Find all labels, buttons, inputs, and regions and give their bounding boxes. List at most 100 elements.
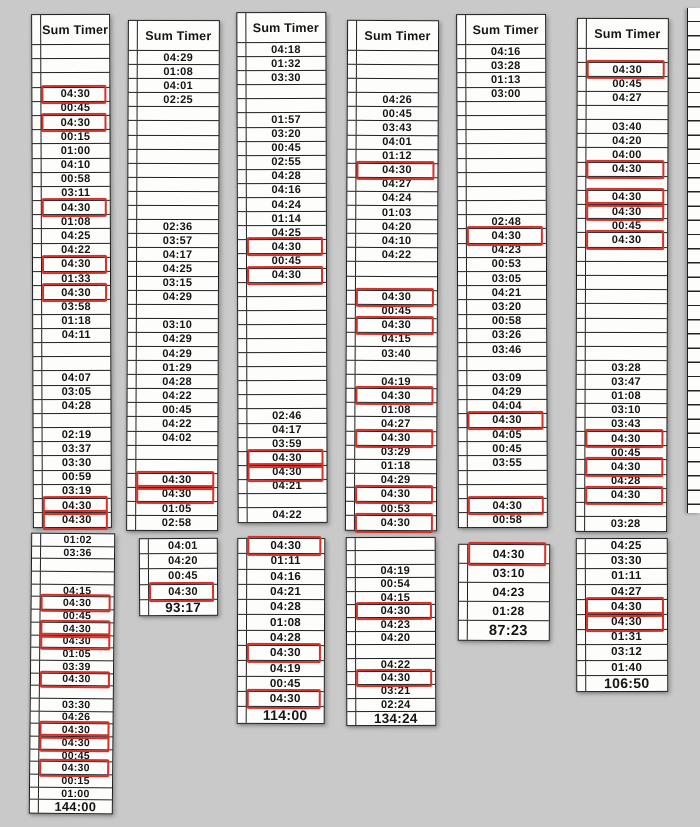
timer-row: 04:30 xyxy=(577,230,668,250)
timer-row: 04:23 xyxy=(346,618,435,632)
gutter-cell xyxy=(238,600,248,615)
timer-value: 04:22 xyxy=(272,509,302,522)
timer-row: 03:26 xyxy=(458,328,547,344)
timer-row: 00:15 xyxy=(32,129,110,145)
timer-row: 04:28 xyxy=(238,600,325,616)
timer-value: 01:05 xyxy=(161,502,192,515)
timer-value: 03:05 xyxy=(491,272,522,285)
gutter-cell xyxy=(576,446,586,460)
timer-value xyxy=(586,247,667,260)
timer-value xyxy=(137,192,218,205)
timer-value xyxy=(586,333,667,346)
gutter-cell xyxy=(347,219,357,234)
gutter-cell xyxy=(347,698,357,712)
gutter-cell xyxy=(238,324,248,339)
timer-value: 04:30 xyxy=(136,470,217,491)
timer-row: 04:19 xyxy=(346,564,435,579)
timer-value: 04:15 xyxy=(381,333,412,346)
gutter-cell xyxy=(458,470,468,484)
timer-row: 00:54 xyxy=(346,578,435,592)
gutter-cell xyxy=(458,399,468,414)
gutter-cell xyxy=(238,538,248,554)
gutter-cell xyxy=(576,539,586,554)
timer-value: 01:13 xyxy=(490,73,521,87)
column-header-row: Sum Timer xyxy=(128,20,219,52)
gutter-cell xyxy=(576,502,586,517)
empty-row xyxy=(128,191,219,207)
gutter-cell xyxy=(576,569,586,584)
timer-row: 04:30 xyxy=(576,485,667,506)
timer-row: 04:30 xyxy=(32,84,110,104)
timer-row: 04:28 xyxy=(237,169,326,185)
gutter-cell xyxy=(237,155,247,169)
gutter-cell xyxy=(32,116,42,130)
timer-value: 00:15 xyxy=(61,774,90,788)
timer-row: 04:30 xyxy=(238,535,325,557)
timer-row: 04:29 xyxy=(127,332,218,348)
timer-value: 04:07 xyxy=(61,371,92,384)
gutter-cell xyxy=(31,571,41,584)
timer-value xyxy=(467,130,546,143)
timer-row: 04:30 xyxy=(346,428,437,448)
gutter-cell xyxy=(32,257,42,272)
timer-row: 04:21 xyxy=(458,286,547,301)
timer-column-2-top: Sum Timer 04:29 01:08 04:01 02:25 02:36 03:57 0… xyxy=(126,19,220,532)
timer-row: 04:30 xyxy=(458,495,547,516)
timer-value: 01:08 xyxy=(381,403,411,416)
timer-value: 04:15 xyxy=(380,591,411,604)
gutter-cell xyxy=(128,191,138,205)
empty-row xyxy=(346,276,437,291)
timer-value xyxy=(585,503,666,516)
empty-row xyxy=(347,50,438,66)
timer-row: 03:30 xyxy=(33,456,111,471)
timer-row: 02:55 xyxy=(237,155,326,170)
gutter-cell xyxy=(127,417,137,431)
timer-value: 03:15 xyxy=(162,277,193,290)
timer-row: 00:45 xyxy=(577,219,668,234)
total-value: 144:00 xyxy=(54,799,97,815)
timer-value: 00:53 xyxy=(380,502,411,515)
gutter-cell xyxy=(346,459,356,473)
timer-value: 04:19 xyxy=(269,662,301,675)
column-header-row: Sum Timer xyxy=(237,12,326,44)
gutter-cell xyxy=(238,479,248,494)
timer-value: 04:28 xyxy=(269,631,301,644)
timer-value: 03:09 xyxy=(492,371,522,384)
gutter-cell xyxy=(457,201,467,215)
timer-value: 04:22 xyxy=(380,658,411,671)
empty-row xyxy=(238,493,327,509)
gutter-cell xyxy=(237,85,247,99)
timer-row: 00:45 xyxy=(31,609,114,624)
timer-value: 01:08 xyxy=(60,215,91,228)
gutter-cell xyxy=(31,660,41,673)
gutter-cell xyxy=(458,357,468,371)
gutter-cell xyxy=(346,360,356,374)
timer-value: 04:30 xyxy=(355,386,436,406)
gutter-cell xyxy=(128,64,138,79)
timer-value: 01:08 xyxy=(163,65,194,78)
timer-value: 00:45 xyxy=(162,403,192,416)
timer-row: 04:30 xyxy=(238,448,327,468)
empty-row xyxy=(238,296,327,311)
gutter-cell xyxy=(346,318,356,332)
timer-row: 03:30 xyxy=(30,698,113,712)
timer-value: 04:19 xyxy=(380,564,411,578)
timer-value: 04:30 xyxy=(586,159,667,179)
gutter-cell xyxy=(127,304,137,318)
gutter-cell xyxy=(577,675,587,692)
timer-value: 04:28 xyxy=(61,400,92,413)
gutter-cell xyxy=(238,423,248,437)
gutter-cell xyxy=(127,445,137,459)
gutter-cell xyxy=(237,212,247,226)
gutter-cell xyxy=(32,229,42,243)
gutter-cell xyxy=(32,59,42,73)
gutter-cell xyxy=(345,515,355,531)
gutter-cell xyxy=(32,243,42,257)
gutter-cell xyxy=(237,43,247,57)
timer-value: 04:20 xyxy=(381,220,412,233)
timer-row: 04:30 xyxy=(345,512,436,534)
gutter-cell xyxy=(237,184,247,198)
timer-row: 01:08 xyxy=(576,389,667,404)
column-header-label: Sum Timer xyxy=(472,22,539,37)
timer-value: 04:22 xyxy=(381,248,412,261)
